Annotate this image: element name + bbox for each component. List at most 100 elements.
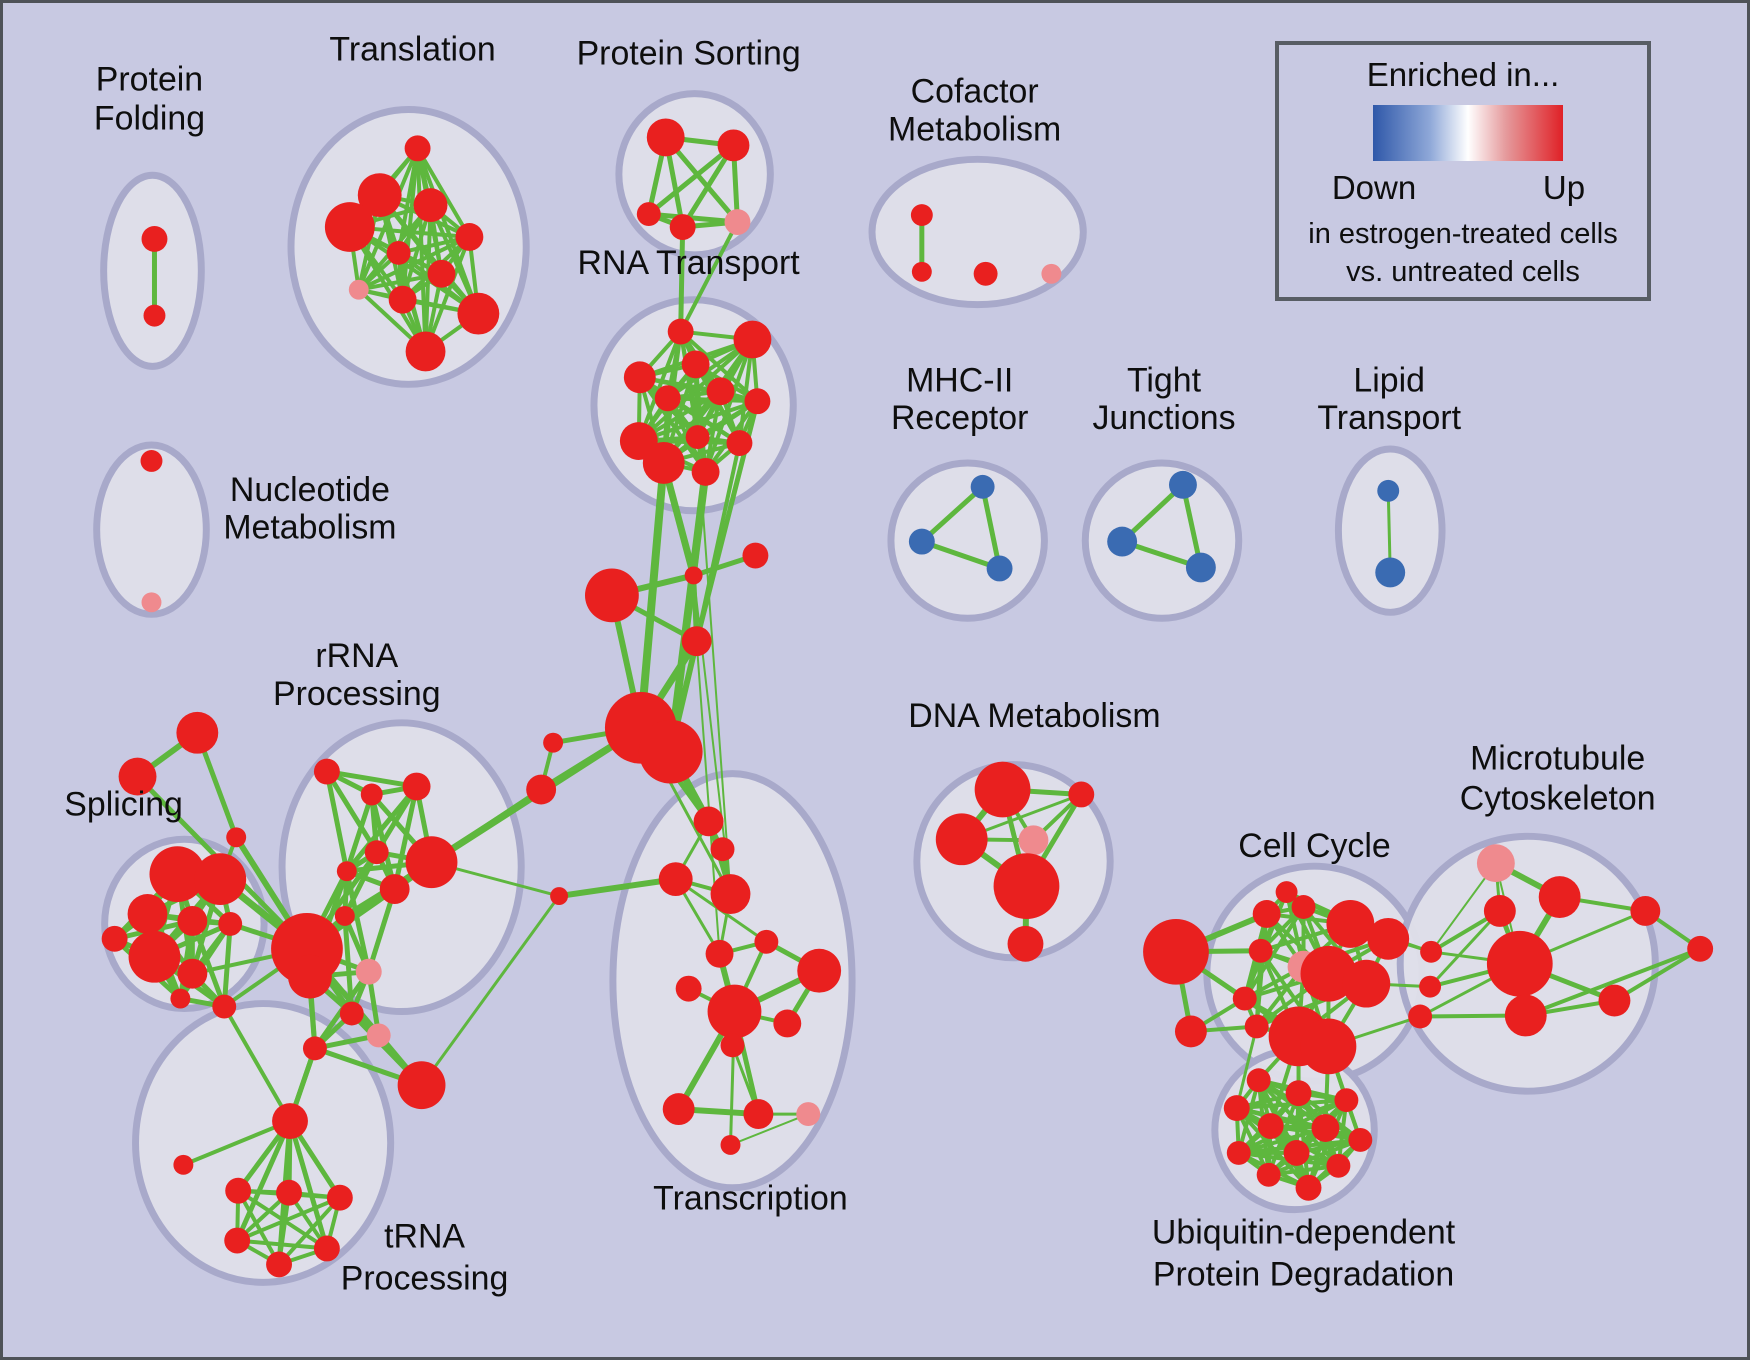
ubiquitin-degradation-node[interactable] bbox=[1223, 1095, 1250, 1122]
ubiquitin-degradation-node[interactable] bbox=[1311, 1114, 1340, 1142]
connector-node[interactable] bbox=[638, 719, 703, 784]
connector-node[interactable] bbox=[1174, 1015, 1207, 1048]
rna-transport-node[interactable] bbox=[642, 442, 685, 484]
cell-cycle-node[interactable] bbox=[1291, 895, 1316, 919]
transcription-node[interactable] bbox=[710, 837, 735, 862]
transcription-node[interactable] bbox=[705, 939, 734, 968]
protein-sorting-node[interactable] bbox=[636, 202, 661, 227]
splicing-node[interactable] bbox=[194, 853, 247, 906]
ubiquitin-degradation-node[interactable] bbox=[1283, 1139, 1310, 1166]
rrna-processing-node[interactable] bbox=[334, 905, 355, 926]
translation-node[interactable] bbox=[457, 292, 500, 335]
mhc-ii-receptor-node[interactable] bbox=[986, 555, 1013, 582]
rrna-processing-node[interactable] bbox=[336, 861, 357, 882]
connector-node[interactable] bbox=[1408, 1004, 1433, 1029]
dna-metabolism-node[interactable] bbox=[1018, 825, 1049, 856]
lipid-transport-node[interactable] bbox=[1377, 479, 1400, 502]
transcription-node[interactable] bbox=[754, 929, 779, 954]
splicing-node[interactable] bbox=[177, 958, 208, 989]
transcription-node[interactable] bbox=[720, 1134, 741, 1155]
transcription-node[interactable] bbox=[743, 1099, 774, 1130]
connector-node[interactable] bbox=[118, 757, 157, 796]
rrna-processing-node[interactable] bbox=[302, 1036, 327, 1061]
rrna-processing-node[interactable] bbox=[397, 1061, 446, 1110]
transcription-node[interactable] bbox=[693, 806, 724, 837]
rna-transport-node[interactable] bbox=[691, 457, 720, 486]
transcription-node[interactable] bbox=[675, 975, 702, 1002]
protein-sorting-node[interactable] bbox=[669, 214, 696, 240]
nucleotide-metabolism-node[interactable] bbox=[141, 592, 162, 613]
ubiquitin-degradation-node[interactable] bbox=[1348, 1128, 1373, 1152]
cell-cycle-node[interactable] bbox=[1252, 900, 1281, 928]
splicing-node[interactable] bbox=[127, 894, 168, 934]
translation-node[interactable] bbox=[413, 188, 448, 223]
splicing-node[interactable] bbox=[149, 846, 206, 903]
ubiquitin-degradation-node[interactable] bbox=[1256, 1162, 1281, 1187]
rrna-processing-node[interactable] bbox=[313, 758, 340, 785]
microtubule-cytoskeleton-node[interactable] bbox=[1486, 930, 1553, 997]
connector-node[interactable] bbox=[1419, 975, 1442, 998]
cell-cycle-node[interactable] bbox=[1275, 881, 1298, 904]
rrna-processing-node[interactable] bbox=[360, 783, 383, 806]
splicing-node[interactable] bbox=[170, 988, 191, 1009]
splicing-node[interactable] bbox=[218, 911, 243, 936]
rna-transport-node[interactable] bbox=[733, 320, 772, 359]
protein-folding-node[interactable] bbox=[141, 226, 168, 252]
microtubule-cytoskeleton-node[interactable] bbox=[1476, 844, 1515, 883]
rna-transport-node[interactable] bbox=[654, 385, 681, 412]
rrna-processing-node[interactable] bbox=[402, 772, 431, 801]
rna-transport-node[interactable] bbox=[706, 377, 735, 406]
dna-metabolism-node[interactable] bbox=[935, 813, 988, 866]
splicing-node[interactable] bbox=[101, 925, 128, 952]
cofactor-metabolism-node[interactable] bbox=[911, 261, 932, 282]
rrna-processing-node[interactable] bbox=[379, 874, 410, 905]
rna-transport-node[interactable] bbox=[744, 388, 771, 415]
protein-sorting-node[interactable] bbox=[724, 209, 751, 235]
connector-node[interactable] bbox=[584, 568, 639, 623]
microtubule-cytoskeleton-node[interactable] bbox=[1687, 935, 1714, 962]
microtubule-cytoskeleton-node[interactable] bbox=[1483, 895, 1516, 927]
rna-transport-node[interactable] bbox=[685, 425, 710, 450]
connector-node[interactable] bbox=[526, 774, 557, 805]
protein-sorting-node[interactable] bbox=[717, 129, 750, 162]
cell-cycle-node[interactable] bbox=[1232, 986, 1257, 1011]
tight-junctions-node[interactable] bbox=[1107, 526, 1138, 557]
microtubule-cytoskeleton-node[interactable] bbox=[1538, 876, 1581, 918]
ubiquitin-degradation-node[interactable] bbox=[1226, 1140, 1251, 1165]
trna-processing-node[interactable] bbox=[225, 1177, 252, 1204]
cell-cycle-node[interactable] bbox=[1248, 938, 1273, 963]
trna-processing-node[interactable] bbox=[276, 1179, 302, 1206]
translation-node[interactable] bbox=[348, 279, 369, 300]
cell-cycle-node[interactable] bbox=[1326, 900, 1375, 948]
rna-transport-node[interactable] bbox=[667, 318, 694, 345]
nucleotide-metabolism-node[interactable] bbox=[140, 450, 163, 472]
connector-node[interactable] bbox=[226, 827, 247, 848]
dna-metabolism-node[interactable] bbox=[1068, 781, 1095, 808]
translation-node[interactable] bbox=[388, 285, 417, 314]
protein-sorting-node[interactable] bbox=[646, 118, 685, 157]
ubiquitin-degradation-node[interactable] bbox=[1246, 1068, 1271, 1093]
ubiquitin-degradation-node[interactable] bbox=[1326, 1153, 1351, 1178]
trna-processing-node[interactable] bbox=[266, 1251, 293, 1278]
ubiquitin-degradation-node[interactable] bbox=[1334, 1088, 1359, 1113]
translation-node[interactable] bbox=[404, 135, 431, 162]
trna-processing-node[interactable] bbox=[173, 1154, 194, 1175]
dna-metabolism-node[interactable] bbox=[974, 761, 1031, 818]
cell-cycle-node[interactable] bbox=[1300, 1018, 1357, 1075]
ubiquitin-degradation-node[interactable] bbox=[1295, 1174, 1322, 1201]
splicing-node[interactable] bbox=[177, 905, 208, 936]
connector-node[interactable] bbox=[550, 887, 569, 906]
microtubule-cytoskeleton-node[interactable] bbox=[1504, 994, 1547, 1037]
trna-processing-node[interactable] bbox=[313, 1235, 340, 1262]
splicing-node[interactable] bbox=[212, 994, 237, 1019]
rna-transport-node[interactable] bbox=[726, 430, 753, 456]
translation-node[interactable] bbox=[455, 223, 484, 251]
rna-transport-node[interactable] bbox=[623, 361, 656, 394]
trna-processing-node[interactable] bbox=[326, 1184, 353, 1211]
cofactor-metabolism-node[interactable] bbox=[973, 261, 998, 286]
transcription-node[interactable] bbox=[720, 1033, 745, 1058]
rrna-processing-node[interactable] bbox=[272, 1103, 308, 1139]
trna-processing-node[interactable] bbox=[224, 1227, 251, 1254]
translation-node[interactable] bbox=[405, 331, 446, 372]
tight-junctions-node[interactable] bbox=[1168, 470, 1197, 499]
